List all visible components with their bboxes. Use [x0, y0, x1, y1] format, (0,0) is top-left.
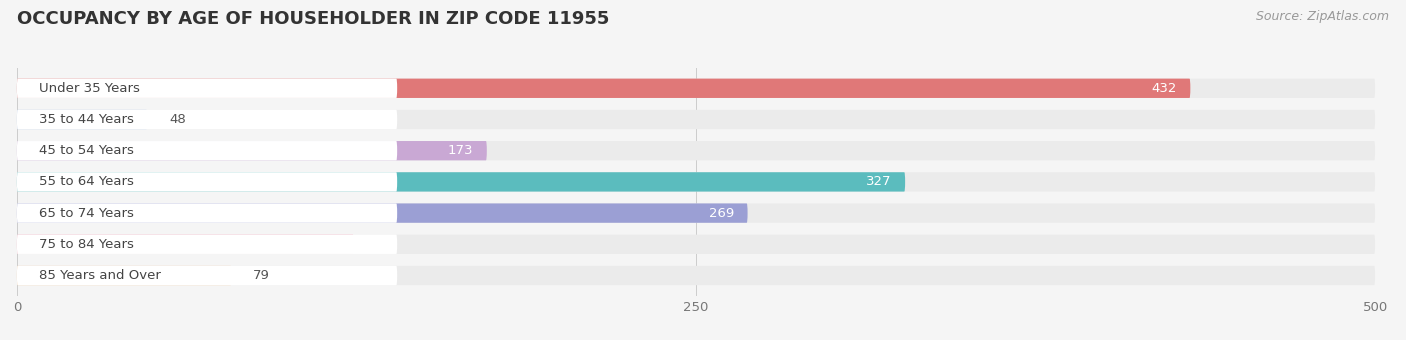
FancyBboxPatch shape [17, 266, 232, 285]
FancyBboxPatch shape [17, 79, 396, 98]
Text: 124: 124 [315, 238, 340, 251]
FancyBboxPatch shape [17, 79, 1375, 98]
FancyBboxPatch shape [17, 110, 396, 129]
FancyBboxPatch shape [17, 203, 748, 223]
Text: 79: 79 [253, 269, 270, 282]
FancyBboxPatch shape [17, 172, 905, 191]
Text: 65 to 74 Years: 65 to 74 Years [38, 207, 134, 220]
Text: 327: 327 [866, 175, 891, 188]
Text: 45 to 54 Years: 45 to 54 Years [38, 144, 134, 157]
Text: Under 35 Years: Under 35 Years [38, 82, 139, 95]
FancyBboxPatch shape [17, 141, 396, 160]
Text: Source: ZipAtlas.com: Source: ZipAtlas.com [1256, 10, 1389, 23]
FancyBboxPatch shape [17, 110, 148, 129]
FancyBboxPatch shape [17, 141, 486, 160]
FancyBboxPatch shape [17, 110, 1375, 129]
Text: 85 Years and Over: 85 Years and Over [38, 269, 160, 282]
Text: 55 to 64 Years: 55 to 64 Years [38, 175, 134, 188]
Text: 269: 269 [709, 207, 734, 220]
FancyBboxPatch shape [17, 235, 1375, 254]
FancyBboxPatch shape [17, 235, 396, 254]
Text: 432: 432 [1152, 82, 1177, 95]
FancyBboxPatch shape [17, 141, 1375, 160]
Text: 48: 48 [169, 113, 186, 126]
FancyBboxPatch shape [17, 79, 1191, 98]
Text: 173: 173 [447, 144, 474, 157]
FancyBboxPatch shape [17, 266, 1375, 285]
FancyBboxPatch shape [17, 266, 396, 285]
Text: 35 to 44 Years: 35 to 44 Years [38, 113, 134, 126]
Text: 75 to 84 Years: 75 to 84 Years [38, 238, 134, 251]
FancyBboxPatch shape [17, 203, 396, 223]
FancyBboxPatch shape [17, 172, 396, 191]
Text: OCCUPANCY BY AGE OF HOUSEHOLDER IN ZIP CODE 11955: OCCUPANCY BY AGE OF HOUSEHOLDER IN ZIP C… [17, 10, 609, 28]
FancyBboxPatch shape [17, 203, 1375, 223]
FancyBboxPatch shape [17, 235, 354, 254]
FancyBboxPatch shape [17, 172, 1375, 191]
